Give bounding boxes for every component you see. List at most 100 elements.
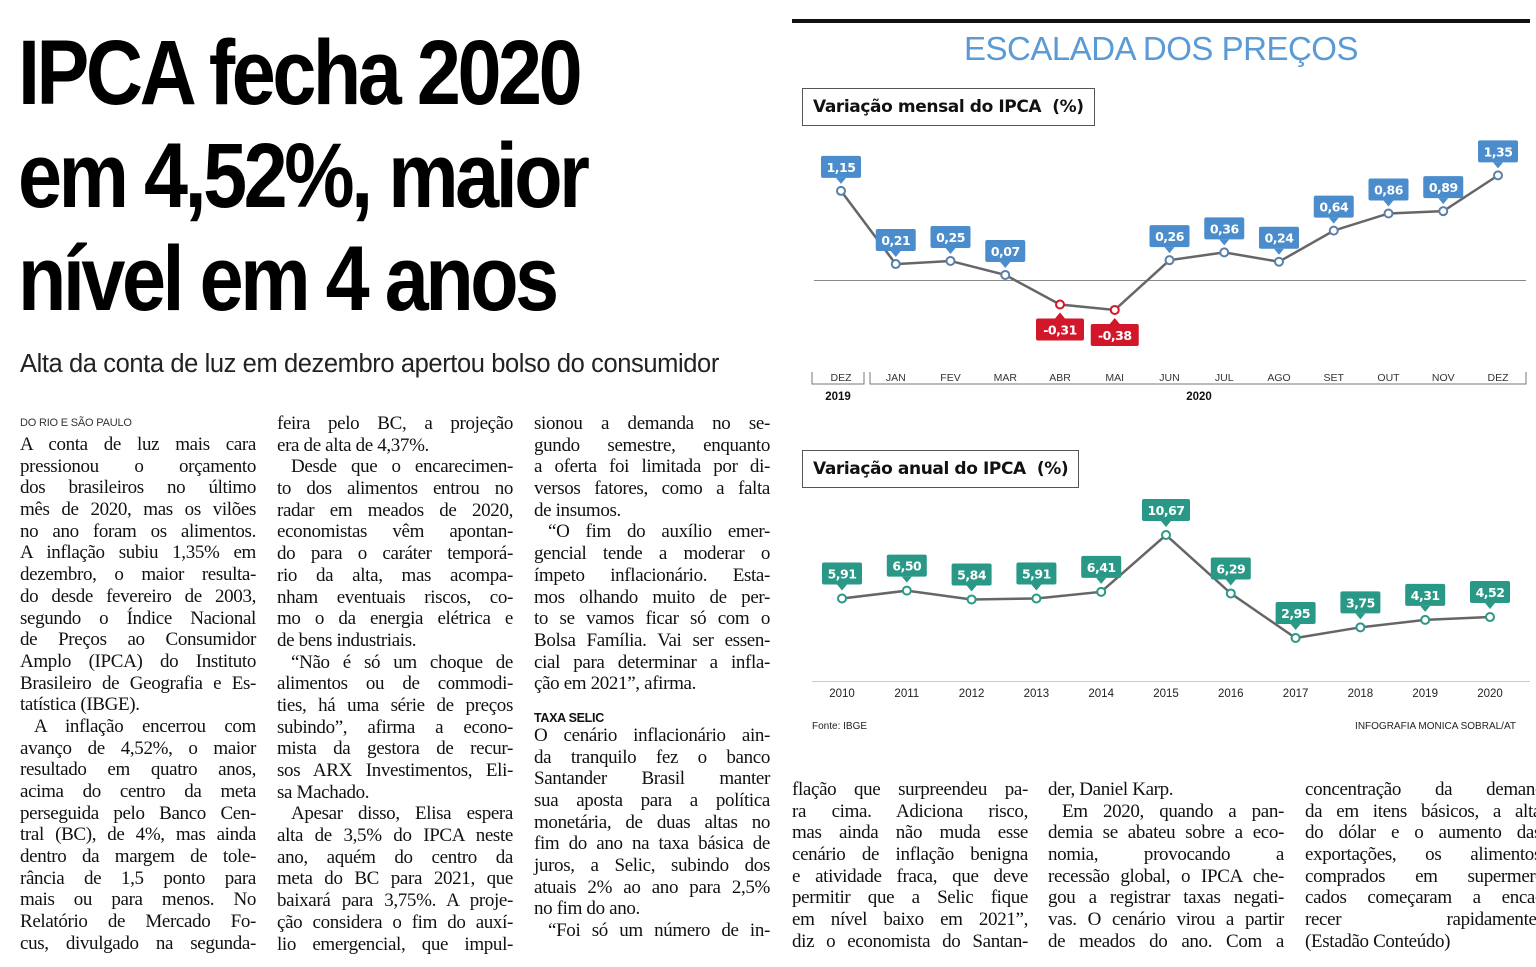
text-line: de Preços ao Consumidor (20, 629, 256, 651)
text-line: da tranquilo fez o banco (534, 746, 770, 768)
text-line: flação que surpreendeu pa- (792, 779, 1028, 800)
annual-data-label: 3,75 (1340, 591, 1381, 620)
monthly-data-label: 0,86 (1368, 178, 1409, 207)
data-label-pointer (1420, 605, 1431, 612)
monthly-data-label: 0,36 (1204, 217, 1245, 246)
headline-line: IPCA fecha 2020 (18, 22, 583, 124)
graphic-title: ESCALADA DOS PREÇOS (964, 30, 1358, 67)
text-line: gundo semestre, enquanto (534, 434, 770, 456)
text-line: Santander Brasil manter (534, 768, 770, 790)
annual-data-label: 6,50 (886, 554, 927, 583)
monthly-point (1383, 208, 1394, 219)
year-tick-label: 2014 (1088, 688, 1114, 700)
data-label-pointer (1328, 217, 1339, 224)
source-note: Fonte: IBGE (812, 721, 868, 732)
text-line: Amplo (IPCA) do Instituto (20, 650, 256, 672)
data-label-text: 0,07 (991, 244, 1020, 259)
data-label-text: 4,52 (1476, 585, 1505, 600)
data-label-pointer (837, 584, 847, 591)
data-label-text: 0,89 (1429, 180, 1458, 195)
month-tick-label: DEZ (1488, 372, 1510, 384)
data-label-box (1470, 581, 1510, 604)
data-label-pointer (1485, 603, 1495, 610)
data-label-box (985, 239, 1026, 262)
annual-data-label: 5,91 (822, 562, 862, 591)
data-label-pointer (945, 247, 956, 254)
text-line: do dólar e o aumento das (1305, 822, 1536, 844)
monthly-data-label: 0,25 (930, 225, 971, 254)
data-label-box (930, 225, 971, 248)
text-line: juros, a Selic, subindo dos (534, 855, 770, 877)
text-line: alta de 3,5% do IPCA neste (277, 825, 513, 847)
month-tick-label: JUL (1215, 372, 1234, 384)
text-line: to dos alimentos entrou no (277, 478, 513, 500)
text-line: gencial tende a moderar o (534, 543, 770, 565)
text-line: baixará para 3,75%. A proje- (277, 890, 513, 912)
data-label-box (1340, 591, 1381, 614)
text-line: ção em 2021”, afirma. (534, 673, 696, 695)
subtitle: Alta da conta de luz em dezembro apertou… (20, 350, 719, 378)
monthly-point (890, 259, 901, 270)
data-label-pointer (966, 585, 977, 592)
text-line: dentro da margem de tole- (20, 846, 256, 868)
text-line: segundo o Índice Nacional (20, 607, 256, 629)
text-line: recer rapidamente. (1305, 909, 1536, 931)
headline-line: nível em 4 anos (18, 228, 559, 330)
text-line: mos olhando muito de per- (534, 586, 770, 608)
year-group-label: 2019 (825, 391, 851, 403)
year-tick-label: 2019 (1412, 688, 1438, 700)
data-label-pointer (1274, 248, 1284, 255)
month-tick-label: MAR (994, 372, 1018, 384)
annual-chart-title: Variação anual do IPCA (%) (802, 450, 1080, 488)
data-label-pointer (901, 576, 912, 583)
monthly-data-label: 1,15 (821, 155, 861, 184)
annual-data-label: 6,29 (1210, 557, 1251, 586)
year-tick-label: 2012 (959, 688, 985, 700)
text-column: flação que surpreendeu pa-ra cima. Adici… (792, 779, 1028, 953)
data-label-box (822, 562, 862, 585)
data-label-text: 0,26 (1155, 229, 1185, 244)
graphic-credit: INFOGRAFIA MONICA SOBRAL/AT (1355, 721, 1516, 732)
data-label-box (1478, 140, 1518, 163)
text-line: mas ainda não muda esse (792, 822, 1028, 844)
monthly-data-label: -0,38 (1090, 317, 1139, 346)
dateline: DO RIO E SÃO PAULO (20, 417, 132, 429)
data-label-pointer (1493, 162, 1503, 169)
monthly-data-label: 0,89 (1423, 176, 1464, 205)
data-label-text: 0,21 (881, 233, 910, 248)
text-line: dezembro, o maior resulta- (20, 564, 256, 586)
data-label-box (1090, 323, 1139, 346)
text-line: Bolsa Família. Vai ser essen- (534, 629, 770, 651)
data-label-box (1313, 195, 1354, 218)
annual-point (1031, 593, 1042, 604)
text-line: fim do ano na taxa básica de (534, 833, 770, 855)
monthly-chart-title: Variação mensal do IPCA (%) (802, 88, 1095, 126)
text-line: ra cima. Adiciona risco, (792, 800, 1028, 822)
data-label-text: 4,31 (1411, 588, 1440, 603)
data-label-pointer (1096, 577, 1107, 584)
text-line: no fim do ano. (534, 898, 640, 920)
annual-point (966, 594, 977, 605)
text-column: A conta de luz mais cara pressionou o orç… (20, 434, 256, 955)
year-tick-label: 2016 (1218, 688, 1244, 700)
text-line: cenário de inflação benigna (792, 844, 1028, 866)
text-line: cial para determinar a infla- (534, 651, 770, 673)
data-label-pointer (1438, 198, 1449, 205)
data-label-box (1423, 176, 1464, 199)
annual-data-label: 5,91 (1016, 562, 1057, 591)
month-tick-label: JUN (1159, 372, 1179, 384)
data-label-pointer (1000, 261, 1011, 268)
text-line: demia se abateu sobre a eco- (1048, 822, 1284, 844)
monthly-point (945, 255, 956, 266)
month-tick-label: ABR (1049, 372, 1071, 384)
annual-data-label: 5,84 (951, 563, 992, 592)
text-column: sionou a demanda no se-gundo semestre, e… (534, 413, 770, 942)
text-line: resultado em quatro anos, (20, 759, 256, 781)
data-label-box (821, 155, 861, 178)
monthly-data-label: 0,07 (985, 239, 1026, 268)
annual-data-label: 6,41 (1081, 555, 1122, 584)
text-line: ção considera o fim do auxí- (277, 911, 513, 933)
text-line: da em itens básicos, a alta (1305, 800, 1536, 822)
text-line: der, Daniel Karp. (1048, 779, 1174, 800)
data-label-text: 1,15 (827, 160, 856, 175)
